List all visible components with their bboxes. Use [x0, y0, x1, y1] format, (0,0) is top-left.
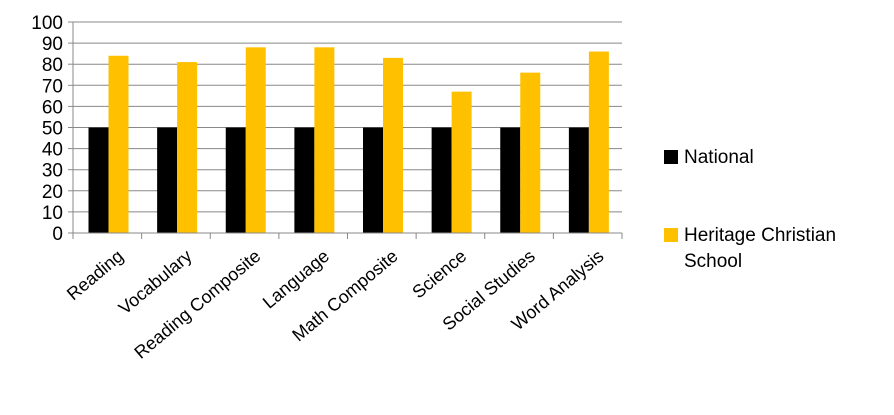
bar-heritage-christian-school-word-analysis [588, 51, 609, 233]
y-tick-label-30: 30 [42, 161, 63, 182]
legend: National Heritage Christian School [664, 147, 836, 272]
bar-heritage-christian-school-language [314, 47, 335, 233]
bar-heritage-christian-school-math-composite [383, 57, 403, 234]
category-label-science: Science [408, 246, 470, 302]
bar-national-reading [88, 127, 109, 233]
bar-national-reading-composite [225, 127, 246, 233]
y-tick-label-20: 20 [42, 182, 63, 203]
bar-heritage-christian-school-reading-composite [245, 47, 266, 233]
y-tick-label-80: 80 [42, 55, 63, 76]
y-tick-label-70: 70 [42, 76, 63, 97]
y-tick-label-90: 90 [42, 34, 63, 55]
bar-national-word-analysis [568, 127, 589, 233]
bar-national-social-studies [500, 127, 521, 233]
y-tick-label-40: 40 [42, 140, 63, 161]
axes [68, 21, 623, 239]
bar-national-math-composite [363, 127, 383, 233]
bar-heritage-christian-school-science [451, 91, 472, 233]
bar-national-science [431, 127, 452, 233]
y-tick-label-60: 60 [42, 97, 63, 118]
bar-national-language [294, 127, 315, 233]
bar-national-vocabulary [157, 127, 178, 233]
legend-swatch-heritage-christian-school [664, 228, 678, 242]
y-tick-label-100: 100 [31, 13, 63, 34]
category-label-reading-composite: Reading Composite [130, 246, 264, 363]
legend-label-national: National [684, 147, 754, 168]
y-tick-label-50: 50 [42, 119, 63, 140]
category-label-reading: Reading [63, 246, 127, 304]
y-tick-label-0: 0 [52, 224, 63, 245]
bar-heritage-christian-school-reading [108, 55, 129, 234]
y-tick-label-10: 10 [42, 203, 63, 224]
bar-heritage-christian-school-social-studies [520, 72, 541, 233]
bar-heritage-christian-school-vocabulary [177, 62, 198, 234]
bars [88, 47, 609, 234]
legend-label-heritage-christian-school: Heritage Christian School [684, 225, 836, 272]
legend-swatch-national [664, 150, 678, 164]
